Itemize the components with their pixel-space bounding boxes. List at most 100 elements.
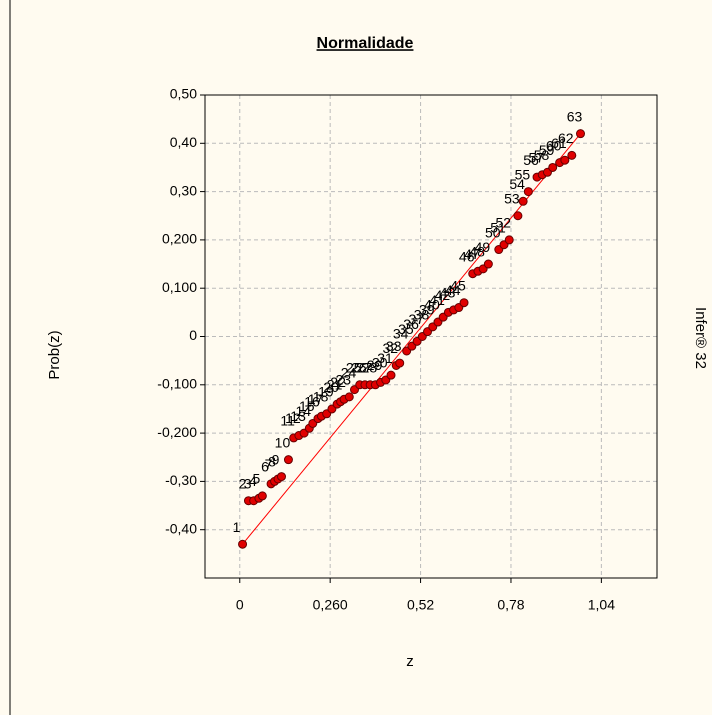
point-label: 19 [318,384,334,400]
x-tick-label: 1,04 [588,597,615,613]
point-label: 48 [469,244,485,260]
point-label: 26 [351,360,367,376]
point-label: 40 [424,297,440,313]
point-label: 37 [409,311,425,327]
point [504,235,514,245]
point-label: 20 [323,379,339,395]
point [523,187,533,197]
point-label: 39 [419,302,435,318]
y-tick-label: -0,100 [157,376,197,392]
point-label: 45 [450,277,466,293]
y-tick-label: 0,40 [170,134,197,150]
side-text: Infer® 32 [692,307,709,369]
point-label: 27 [356,360,372,376]
point-label: 4 [249,473,257,489]
point-label: 11 [280,413,295,429]
point-label: 9 [272,451,280,467]
point-label: 16 [304,393,320,409]
point-label: 8 [268,454,276,470]
point-label: 54 [509,176,525,192]
point-label: 38 [414,306,430,322]
point-label: 33 [386,338,402,354]
point-label: 5 [252,471,260,487]
point-label: 63 [567,108,583,124]
point-label: 12 [285,410,301,426]
point-label: 18 [313,388,329,404]
point-label: 10 [275,434,291,450]
point-label: 32 [382,340,398,356]
point [238,539,248,549]
x-tick-label: 0,260 [313,597,348,613]
point-label: 17 [308,391,324,407]
point-label: 62 [558,130,574,146]
y-axis-label: Prob(z) [46,330,63,379]
point [386,370,396,380]
point-label: 3 [244,475,252,491]
point-label: 60 [546,137,562,153]
point-label: 7 [265,456,273,472]
point [560,155,570,165]
point-label: 25 [346,360,362,376]
point-label: 2 [239,475,247,491]
y-tick-label: 0,200 [162,231,197,247]
point [459,298,469,308]
point-label: 56 [523,152,539,168]
y-tick-label: 0,50 [170,86,197,102]
point-label: 36 [403,316,419,332]
point-label: 35 [398,321,414,337]
x-tick-label: 0,78 [497,597,524,613]
point-label: 57 [528,149,544,165]
point-label: 49 [475,239,491,255]
y-tick-label: -0,40 [165,520,197,536]
point-label: 41 [429,292,445,308]
point-label: 42 [435,287,451,303]
point [257,491,267,501]
point-label: 50 [485,224,501,240]
point-label: 1 [233,519,241,535]
point-label: 44 [445,282,461,298]
point-label: 46 [459,248,475,264]
point-label: 21 [327,376,343,392]
y-tick-label: 0 [189,327,197,343]
y-tick-label: 0,30 [170,182,197,198]
point [344,392,354,402]
point-label: 6 [261,459,269,475]
point-label: 47 [464,246,480,262]
point-label: 34 [393,326,409,342]
x-tick-label: 0,52 [407,597,434,613]
point-label: 14 [296,403,312,419]
point-label: 61 [551,135,567,151]
point [283,455,293,465]
plot-frame [204,94,658,579]
point-label: 59 [539,142,555,158]
point-label: 30 [372,355,388,371]
point [513,211,523,221]
point [548,162,558,172]
point-label: 43 [440,285,456,301]
point [483,259,493,269]
point-label: 53 [504,190,520,206]
x-axis-label: z [406,653,414,670]
point [567,150,577,160]
point [276,472,286,482]
point-label: 31 [377,350,393,366]
point [576,129,586,139]
x-tick-label: 0 [236,597,244,613]
y-tick-label: 0,100 [162,279,197,295]
point-label: 15 [299,398,315,414]
point-label: 23 [336,372,352,388]
point-label: 24 [341,364,357,380]
point-label: 13 [290,408,306,424]
y-tick-label: -0,30 [165,472,197,488]
chart-title: Normalidade [317,35,414,52]
point-label: 51 [490,219,506,235]
point-label: 58 [534,147,550,163]
point-label: 22 [330,374,346,390]
point-label: 52 [495,215,511,231]
point-label: 29 [367,357,383,373]
point-label: 55 [515,166,531,182]
point-label: 28 [362,360,378,376]
